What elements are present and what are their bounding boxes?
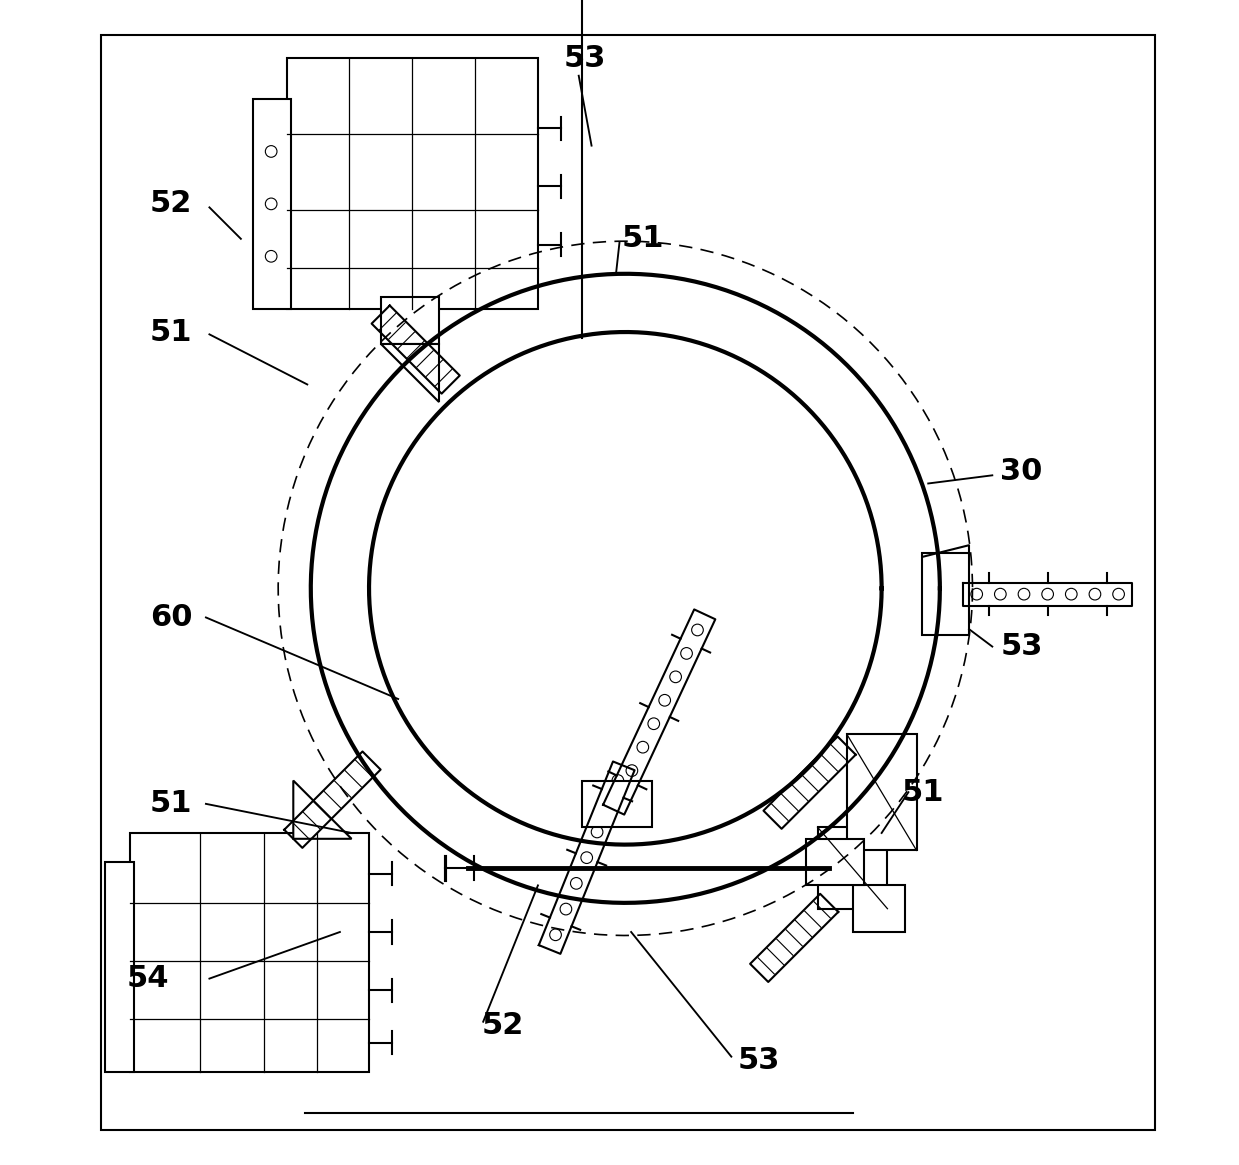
Polygon shape <box>294 781 352 839</box>
Bar <box>805 839 864 885</box>
Bar <box>922 553 969 635</box>
Bar <box>582 781 652 827</box>
Text: 30: 30 <box>1000 458 1042 486</box>
Text: 54: 54 <box>126 965 169 993</box>
Text: 51: 51 <box>901 778 944 806</box>
Text: 53: 53 <box>738 1046 781 1074</box>
Text: 52: 52 <box>482 1011 524 1039</box>
Polygon shape <box>380 344 439 402</box>
Bar <box>287 58 538 309</box>
Bar <box>852 885 904 932</box>
Bar <box>380 297 439 344</box>
Bar <box>253 99 291 309</box>
Bar <box>818 827 887 909</box>
Text: 53: 53 <box>564 44 606 72</box>
Text: 52: 52 <box>150 190 192 218</box>
Bar <box>104 862 134 1072</box>
Text: 51: 51 <box>622 225 664 253</box>
Text: 60: 60 <box>150 603 192 631</box>
Text: 53: 53 <box>1000 633 1042 661</box>
Bar <box>130 833 369 1072</box>
Text: 51: 51 <box>150 790 192 818</box>
Bar <box>846 734 917 850</box>
Text: 51: 51 <box>150 318 192 346</box>
